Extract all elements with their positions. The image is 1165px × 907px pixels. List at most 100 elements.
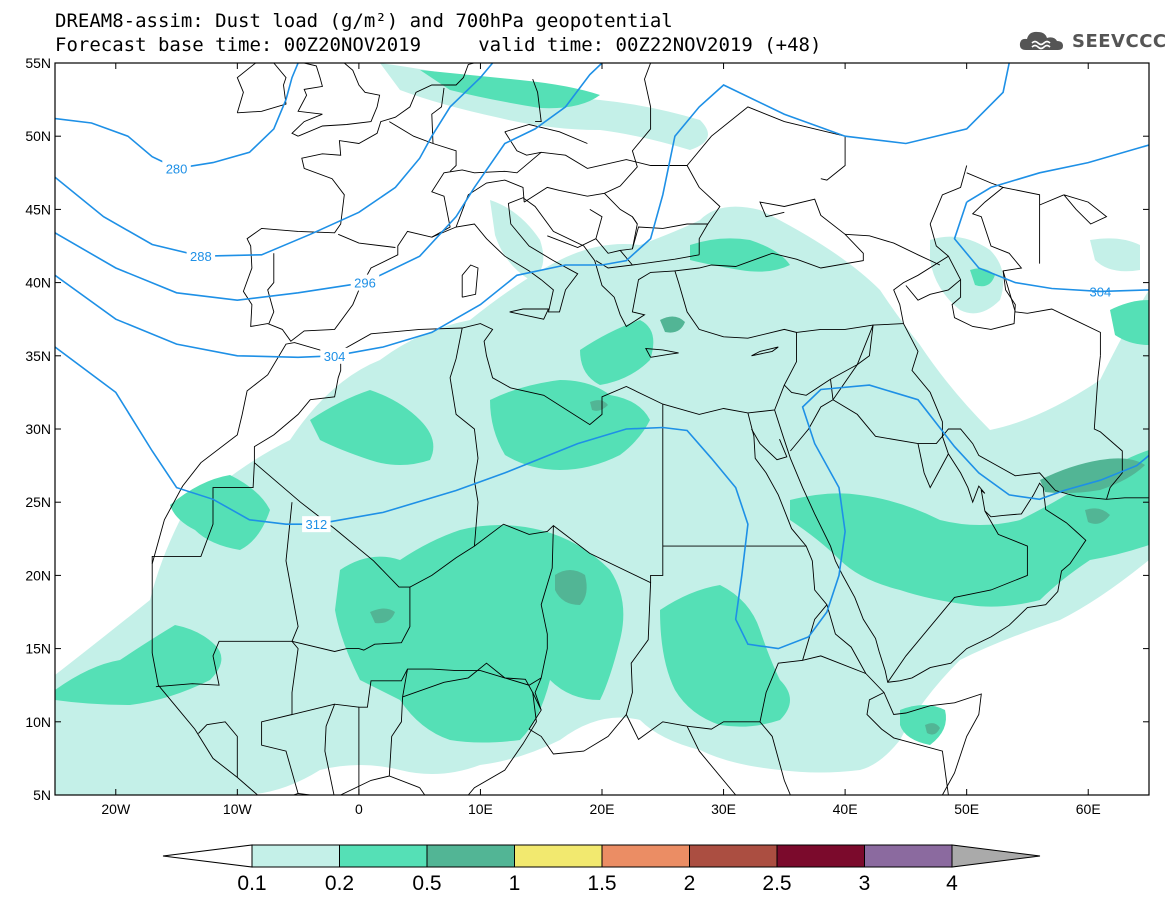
border-line xyxy=(236,63,287,114)
contour-line-312 xyxy=(55,346,1149,650)
contour-label-bg xyxy=(320,347,349,364)
lon-tick-label: 40E xyxy=(833,801,858,817)
border-line xyxy=(261,714,299,794)
border-line xyxy=(1063,194,1108,225)
colorbar-tick-label: 1 xyxy=(509,872,521,895)
lon-tick-label: 10W xyxy=(223,801,253,817)
colorbar-tick-label: 0.1 xyxy=(237,872,266,895)
colorbar-tick-label: 4 xyxy=(946,872,958,895)
border-line xyxy=(929,165,1023,330)
colorbar-segment xyxy=(426,844,515,868)
border-line xyxy=(402,662,537,795)
border-line xyxy=(523,63,652,203)
border-line xyxy=(432,143,457,172)
border-line xyxy=(1093,355,1123,500)
contour-line-304 xyxy=(55,63,1010,359)
dust-level-0.5 xyxy=(370,316,1145,735)
colorbar-tick-label: 3 xyxy=(859,872,871,895)
contour-label: 304 xyxy=(324,349,346,364)
border-line xyxy=(903,323,943,437)
lon-tick-label: 20E xyxy=(590,801,615,817)
colorbar-tick-label: 0.2 xyxy=(325,872,354,895)
border-line xyxy=(790,399,834,452)
colorbar-segment xyxy=(251,844,340,868)
lon-tick-label: 60E xyxy=(1076,801,1101,817)
border-line xyxy=(254,462,411,652)
forecast-time-line: Forecast base time: 00Z20NOV2019 valid t… xyxy=(55,34,822,56)
border-line xyxy=(1003,186,1041,264)
contour-line-288 xyxy=(55,63,494,258)
border-line xyxy=(532,78,542,123)
lat-tick-label: 45N xyxy=(25,201,51,217)
colorbar-segment xyxy=(776,844,865,868)
border-line xyxy=(832,325,874,400)
border-line xyxy=(297,63,381,137)
border-line xyxy=(747,412,982,795)
border-line xyxy=(388,669,408,777)
border-line xyxy=(917,443,949,489)
border-line xyxy=(830,379,834,400)
colorbar-tick-label: 2.5 xyxy=(762,872,791,895)
lon-tick-label: 20W xyxy=(101,801,131,817)
colorbar-segment xyxy=(514,844,603,868)
border-line xyxy=(645,347,679,358)
cloud-logo-icon xyxy=(1019,31,1063,50)
border-line xyxy=(1039,194,1065,206)
border-line xyxy=(509,308,550,320)
lat-tick-label: 10N xyxy=(25,714,51,730)
lat-tick-label: 50N xyxy=(25,128,51,144)
border-line xyxy=(625,604,828,741)
colorbar-tick-label: 0.5 xyxy=(412,872,441,895)
border-line xyxy=(802,655,866,674)
colorbar-tick-label: 2 xyxy=(684,872,696,895)
seevccc-logo: SEEVCCC xyxy=(1018,28,1165,54)
border-line xyxy=(151,198,864,653)
border-line xyxy=(632,216,638,225)
colorbar-legend: 0.1 0.2 0.5 1 1.5 2 2.5 3 4 xyxy=(162,844,1041,895)
colorbar-under-triangle xyxy=(162,844,253,868)
country-borders xyxy=(151,63,1149,795)
contour-label: 280 xyxy=(166,161,188,176)
border-line xyxy=(887,510,1028,683)
border-line xyxy=(845,233,941,266)
contour-line-280 xyxy=(55,63,299,170)
border-line xyxy=(686,106,846,181)
lon-tick-label: 30E xyxy=(711,801,736,817)
border-line xyxy=(267,253,275,324)
border-line xyxy=(155,640,335,716)
border-line xyxy=(751,428,788,461)
border-line xyxy=(389,121,434,144)
contour-label-bg xyxy=(186,248,216,265)
colorbar-segment xyxy=(864,844,953,868)
colorbar-segment xyxy=(689,844,778,868)
lat-tick-label: 55N xyxy=(25,55,51,71)
border-line xyxy=(409,404,664,588)
border-line xyxy=(832,399,943,445)
border-line xyxy=(532,692,542,711)
border-line xyxy=(324,703,359,795)
border-line xyxy=(358,668,542,795)
border-line xyxy=(751,346,779,357)
logo-text: SEEVCCC xyxy=(1072,30,1165,52)
lon-tick-label: 50E xyxy=(954,801,979,817)
border-line xyxy=(866,692,949,795)
border-line xyxy=(796,324,874,333)
colorbar-segment xyxy=(339,844,428,868)
colorbar-tick-label: 1.5 xyxy=(587,872,616,895)
colorbar-over-triangle xyxy=(951,844,1041,868)
lat-tick-label: 40N xyxy=(25,275,51,291)
border-line xyxy=(759,721,791,795)
border-line xyxy=(595,238,634,269)
contour-line-296 xyxy=(55,63,603,302)
border-line xyxy=(1002,270,1101,356)
contour-label-bg xyxy=(350,274,380,291)
contour-label: 296 xyxy=(354,276,376,291)
colorbar-segment xyxy=(601,844,690,868)
border-line xyxy=(151,462,255,564)
border-line xyxy=(291,63,323,137)
lat-tick-label: 5N xyxy=(33,787,51,803)
border-line xyxy=(461,264,479,298)
border-line xyxy=(905,279,961,301)
contour-line-304 xyxy=(966,144,1149,203)
